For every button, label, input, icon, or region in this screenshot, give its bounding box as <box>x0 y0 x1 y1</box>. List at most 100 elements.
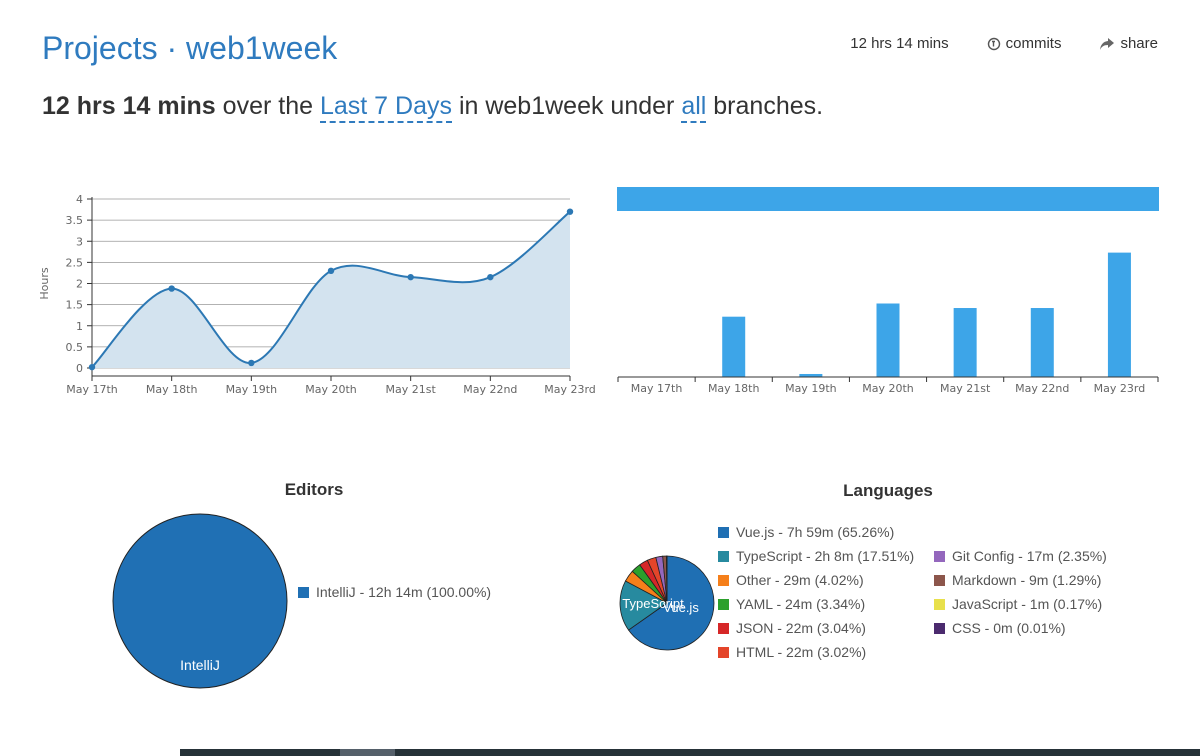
legend-swatch <box>934 574 945 586</box>
x-tick-label: May 21st <box>940 382 991 395</box>
bar <box>1030 308 1054 377</box>
share-link[interactable]: share <box>1099 35 1158 52</box>
legend-label: HTML - 22m (3.02%) <box>736 644 867 660</box>
page-title: Projects · web1week <box>42 30 338 66</box>
legend-label: CSS - 0m (0.01%) <box>952 620 1066 636</box>
legend-label: JavaScript - 1m (0.17%) <box>952 596 1103 612</box>
header-actions: 12 hrs 14 mins commits share <box>850 35 1158 52</box>
data-point <box>248 359 255 367</box>
branch-selector[interactable]: all <box>681 92 707 123</box>
range-selector[interactable]: Last 7 Days <box>319 92 452 123</box>
bottom-bar-segment <box>180 749 340 756</box>
commits-label: commits <box>1005 35 1062 52</box>
x-tick-label: May 22nd <box>1015 382 1069 395</box>
pie-slice-label: IntelliJ <box>180 657 220 673</box>
languages-legend-column-1: Vue.js - 7h 59m (65.26%) TypeScript - 2h … <box>718 520 914 664</box>
legend-swatch <box>718 574 729 586</box>
x-tick-label: May 17th <box>631 382 683 395</box>
bar <box>799 373 823 377</box>
pie-slice-label: Vue.js <box>663 600 699 615</box>
legend-item: YAML - 24m (3.34%) <box>718 592 914 616</box>
bar <box>1107 252 1131 377</box>
editors-pie-chart: IntelliJ <box>112 513 288 689</box>
legend-item: Vue.js - 7h 59m (65.26%) <box>718 520 914 544</box>
legend-swatch <box>718 550 729 562</box>
x-tick-label: May 19th <box>226 383 278 396</box>
legend-swatch <box>934 550 945 562</box>
summary-text-2: in web1week under <box>458 92 675 120</box>
x-tick-label: May 18th <box>146 383 198 396</box>
bottom-bar <box>0 749 1200 756</box>
languages-title: Languages <box>843 481 933 500</box>
x-tick-label: May 18th <box>708 382 760 395</box>
x-tick-label: May 19th <box>785 382 837 395</box>
legend-swatch <box>718 526 729 538</box>
bottom-bar-segment <box>395 749 1200 756</box>
y-tick-label: 2 <box>76 278 83 291</box>
summary-text-3: branches. <box>713 92 824 120</box>
data-point <box>168 285 175 292</box>
data-point <box>88 363 96 371</box>
y-tick-label: 0.5 <box>66 341 84 354</box>
legend-item: JavaScript - 1m (0.17%) <box>934 592 1107 616</box>
x-tick-label: May 20th <box>305 383 357 396</box>
y-tick-label: 3.5 <box>66 214 84 227</box>
legend-swatch <box>934 598 945 610</box>
commits-link[interactable]: commits <box>987 35 1062 52</box>
bar <box>876 303 900 377</box>
legend-label: YAML - 24m (3.34%) <box>736 596 866 612</box>
data-point <box>566 208 574 215</box>
languages-legend-column-2: Git Config - 17m (2.35%) Markdown - 9m (1… <box>934 544 1107 640</box>
hours-area-chart: 0 0.5 1 1.5 2 2.5 3 3.5 4 Hours May 17th May 18th Ma… <box>38 193 596 396</box>
y-tick-label: 1 <box>76 320 83 333</box>
legend-label: JSON - 22m (3.04%) <box>736 620 866 636</box>
legend-label: Markdown - 9m (1.29%) <box>952 572 1102 588</box>
legend-label: Git Config - 17m (2.35%) <box>952 548 1107 564</box>
commit-icon <box>987 37 1000 50</box>
bottom-bar-segment <box>340 749 395 756</box>
x-tick-label: May 21st <box>386 383 437 396</box>
legend-swatch <box>718 622 729 634</box>
y-axis-label: Hours <box>38 267 51 299</box>
x-tick-label: May 22nd <box>463 383 517 396</box>
bar <box>722 316 746 377</box>
legend-label: Vue.js - 7h 59m (65.26%) <box>736 524 895 540</box>
y-tick-label: 1.5 <box>66 299 84 312</box>
share-icon <box>1100 37 1115 50</box>
legend-swatch <box>718 598 729 610</box>
y-tick-label: 3 <box>76 235 83 248</box>
legend-label: IntelliJ - 12h 14m (100.00%) <box>316 584 492 600</box>
data-point <box>487 273 494 281</box>
legend-swatch <box>718 646 729 658</box>
legend-item: TypeScript - 2h 8m (17.51%) <box>718 544 914 568</box>
total-bar <box>617 187 1159 211</box>
editors-legend: IntelliJ - 12h 14m (100.00%) <box>298 580 491 604</box>
legend-item: Other - 29m (4.02%) <box>718 568 914 592</box>
summary-text-1: over the <box>222 92 314 120</box>
total-time-label: 12 hrs 14 mins <box>850 35 949 52</box>
pie-slice <box>112 513 288 689</box>
area-fill <box>92 211 570 368</box>
legend-label: Other - 29m (4.02%) <box>736 572 864 588</box>
x-tick-label: May 17th <box>66 383 118 396</box>
pie-slice-label: TypeScript <box>622 596 684 611</box>
legend-item: JSON - 22m (3.04%) <box>718 616 914 640</box>
total-time-link[interactable]: 12 hrs 14 mins <box>850 35 948 52</box>
legend-item: CSS - 0m (0.01%) <box>934 616 1107 640</box>
y-tick-label: 2.5 <box>66 256 84 269</box>
legend-item: Git Config - 17m (2.35%) <box>934 544 1107 568</box>
legend-item: IntelliJ - 12h 14m (100.00%) <box>298 580 491 604</box>
share-label: share <box>1120 35 1158 52</box>
data-point <box>327 267 335 275</box>
legend-swatch <box>298 586 309 598</box>
summary-line: 12 hrs 14 mins over the Last 7 Days in w… <box>42 92 824 123</box>
pie-slice <box>619 580 668 631</box>
x-tick-label: May 20th <box>862 382 914 395</box>
legend-item: Markdown - 9m (1.29%) <box>934 568 1107 592</box>
x-tick-label: May 23rd <box>544 383 596 396</box>
legend-label: TypeScript - 2h 8m (17.51%) <box>736 548 915 564</box>
daily-bar-chart: May 17th May 18th May 19th May 20th May 21st… <box>617 187 1159 395</box>
y-tick-label: 4 <box>76 193 83 206</box>
bar <box>953 308 977 377</box>
